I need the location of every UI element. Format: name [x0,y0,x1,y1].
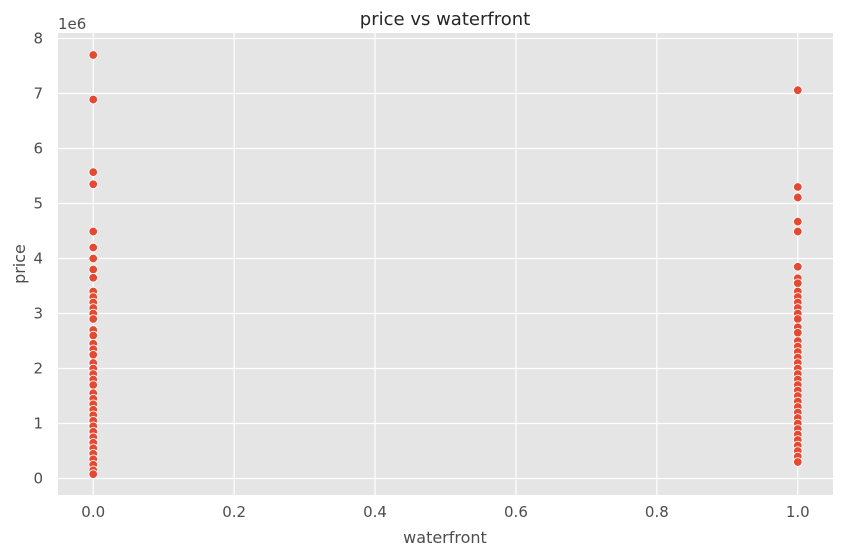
data-point [88,314,98,324]
data-point [793,85,803,95]
x-tick-label: 0.0 [81,503,105,521]
data-point [793,328,803,338]
data-points [88,50,803,479]
y-tick-label: 6 [33,140,43,158]
x-tick-label: 0.2 [222,503,246,521]
y-tick-label: 5 [33,195,43,213]
data-point [793,192,803,203]
data-point [88,330,98,341]
data-point [793,262,803,272]
data-point [88,253,98,264]
data-point [793,278,803,288]
x-tick-label: 0.4 [363,503,387,521]
data-point [793,182,803,192]
y-tick-label: 0 [33,470,43,488]
y-tick-label: 8 [33,30,43,48]
y-tick-label: 2 [33,360,43,378]
data-point [793,314,803,324]
data-point [88,242,98,253]
y-tick-label: 1 [33,415,43,433]
data-point [88,469,98,479]
data-point [88,94,98,105]
data-point [88,167,98,177]
x-tick-label: 1.0 [786,503,810,521]
data-point [793,216,803,227]
y-tick-label: 7 [33,85,43,103]
y-tick-label: 4 [33,250,43,268]
data-point [793,226,803,237]
data-point [88,50,98,60]
plot-area [58,33,833,495]
data-point [88,179,98,189]
data-point [88,273,98,283]
x-tick-label: 0.8 [645,503,669,521]
data-point [793,457,803,467]
x-axis-ticks: 0.0 0.2 0.4 0.6 0.8 1.0 [81,503,809,521]
y-axis-ticks: 0 1 2 3 4 5 6 7 8 [33,30,43,488]
data-point [88,380,98,390]
chart-title: price vs waterfront [360,9,530,30]
data-point [88,264,98,275]
y-axis-label: price [10,244,29,284]
data-point [88,226,98,237]
x-tick-label: 0.6 [504,503,528,521]
x-axis-label: waterfront [403,528,487,547]
data-point [88,350,98,360]
y-tick-label: 3 [33,305,43,323]
y-offset-label: 1e6 [58,15,86,33]
